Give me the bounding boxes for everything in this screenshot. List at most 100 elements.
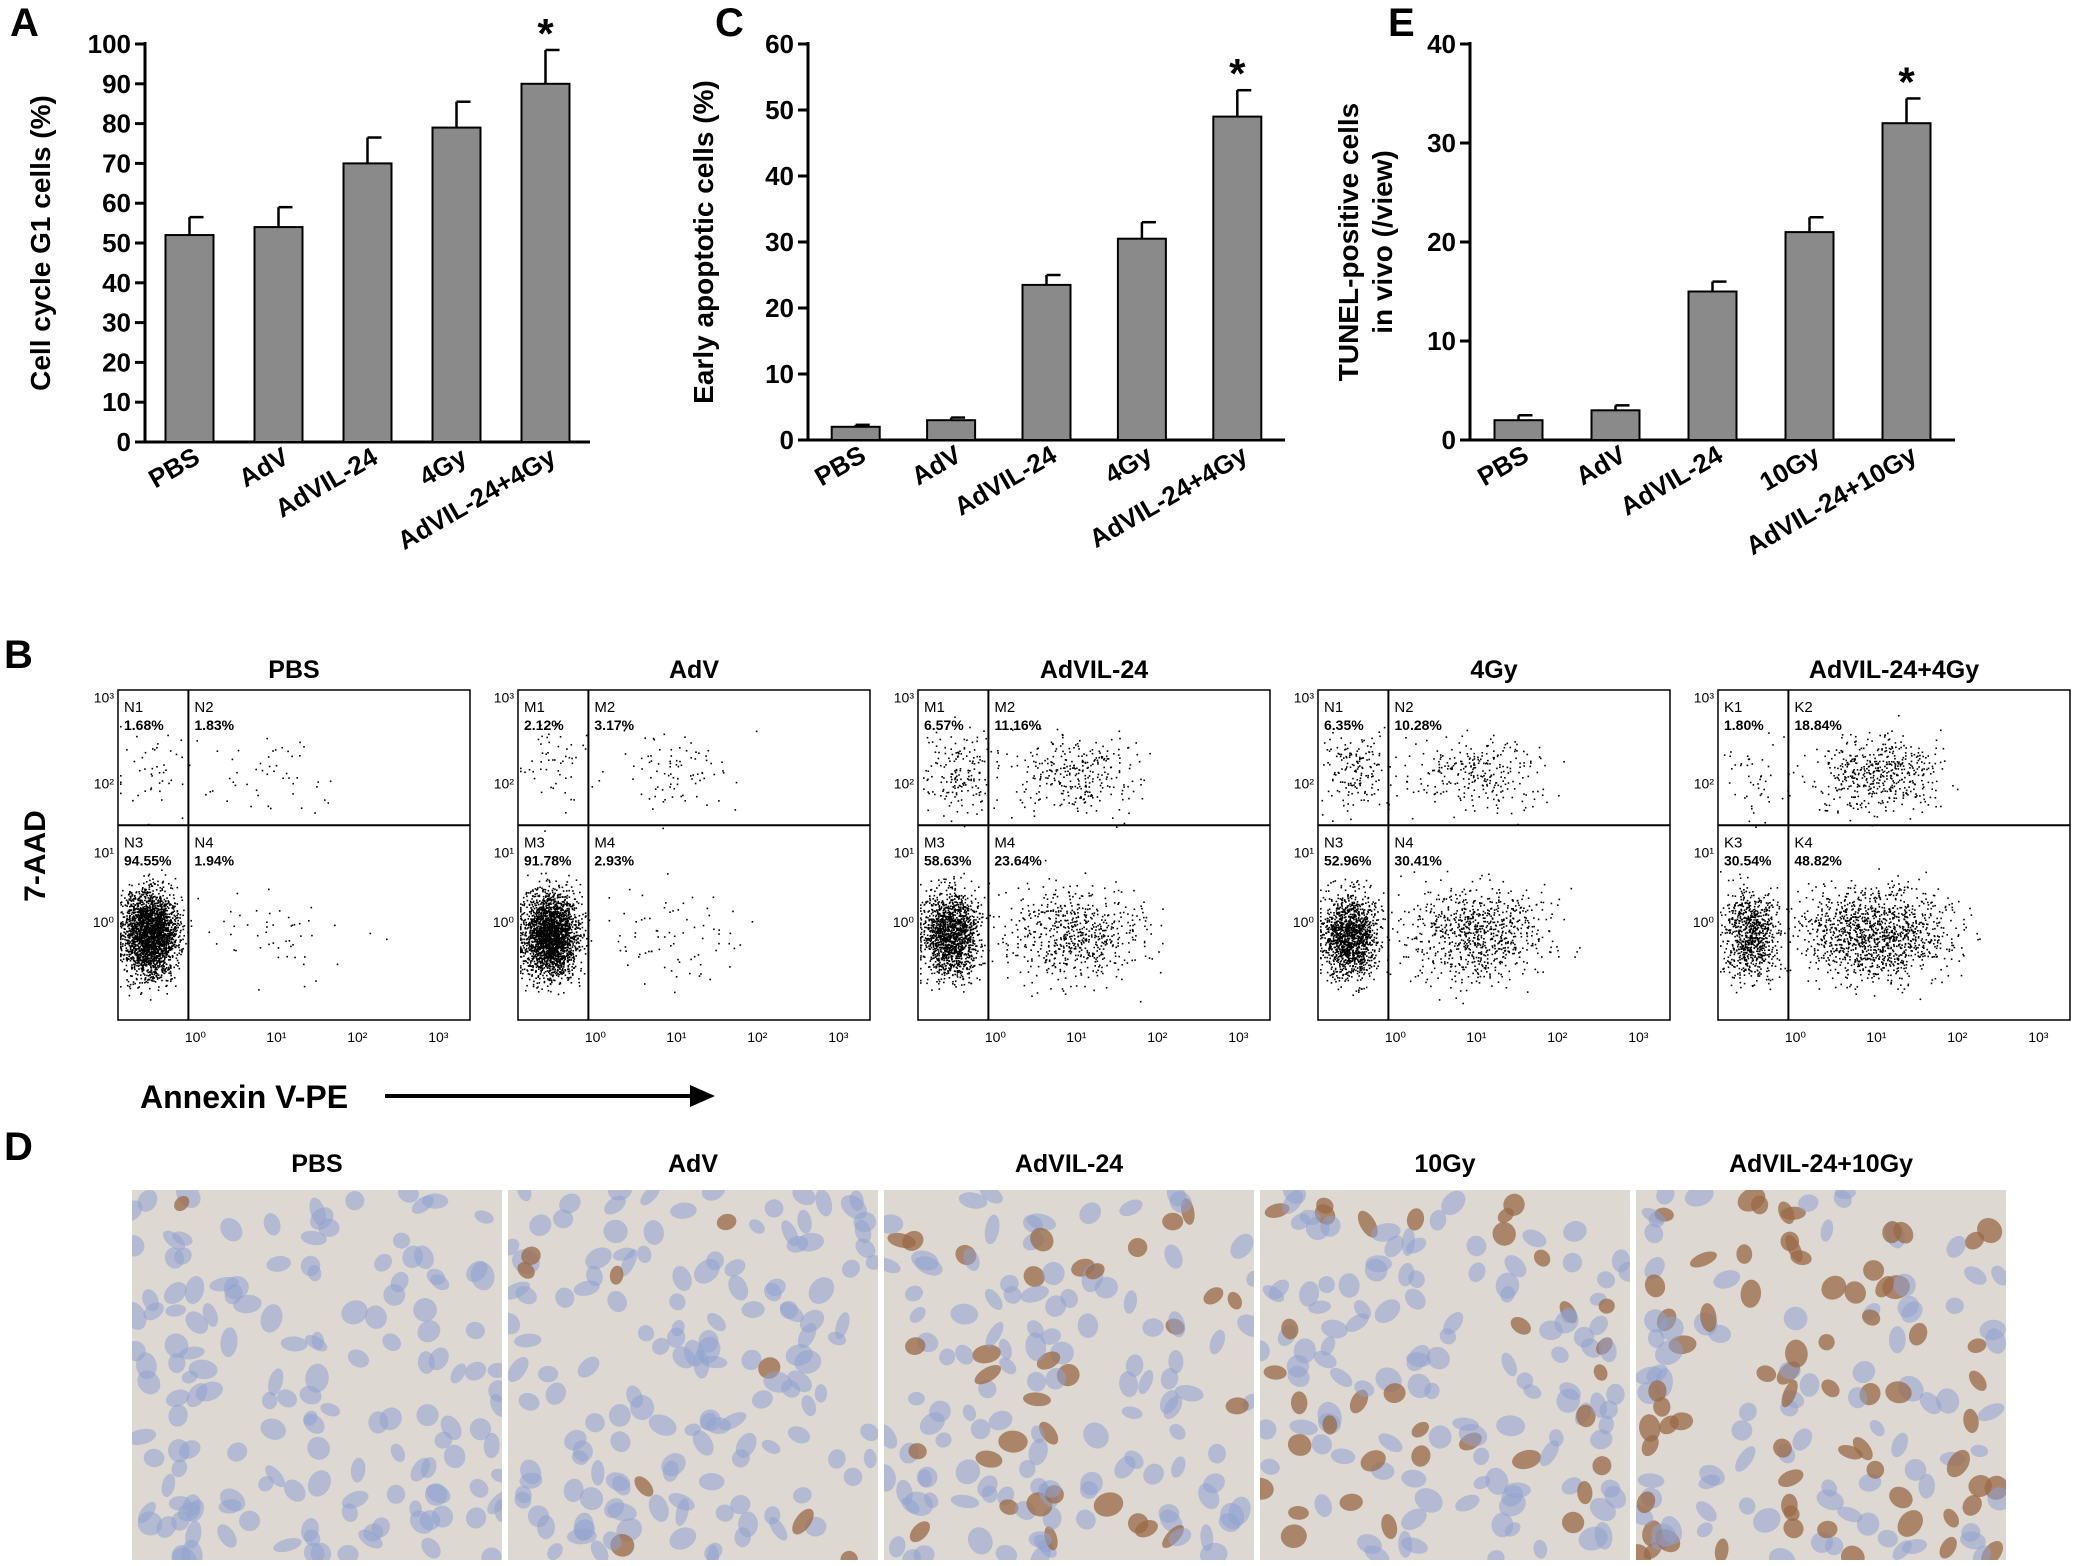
data-point: [181, 950, 183, 952]
data-point: [564, 920, 567, 923]
data-point: [386, 938, 388, 941]
data-point: [160, 917, 163, 919]
data-point: [282, 777, 284, 780]
data-point: [536, 922, 538, 925]
data-point: [141, 940, 143, 942]
data-point: [552, 759, 554, 761]
data-point: [580, 961, 583, 964]
data-point: [569, 916, 571, 918]
data-point: [543, 945, 545, 948]
data-point: [529, 936, 532, 938]
data-point: [671, 796, 674, 798]
data-point: [550, 940, 553, 943]
data-point: [545, 962, 548, 965]
data-point: [546, 929, 549, 932]
data-point: [140, 916, 143, 918]
data-point: [120, 904, 122, 906]
data-point: [537, 950, 540, 953]
data-point: [580, 967, 582, 970]
data-point: [130, 930, 133, 933]
data-point: [679, 760, 681, 763]
data-point: [533, 917, 536, 920]
y-tick-label: 50: [765, 95, 794, 125]
data-point: [161, 941, 164, 944]
data-point: [526, 970, 529, 972]
data-point: [568, 939, 571, 941]
data-point: [161, 914, 164, 916]
data-point: [135, 923, 138, 926]
data-point: [548, 938, 551, 941]
data-point: [167, 928, 170, 931]
data-point: [533, 934, 536, 937]
data-point: [153, 923, 155, 926]
data-point: [718, 800, 720, 802]
data-point: [566, 748, 568, 750]
data-point: [524, 960, 527, 962]
data-point: [564, 903, 566, 905]
data-point: [159, 936, 162, 938]
data-point: [146, 934, 148, 936]
data-point: [536, 953, 539, 956]
data-point: [567, 909, 569, 912]
data-point: [151, 911, 153, 914]
data-point: [151, 931, 154, 934]
data-point: [142, 918, 144, 921]
data-point: [543, 980, 546, 983]
data-point: [144, 906, 146, 908]
data-point: [131, 967, 134, 969]
data-point: [165, 903, 168, 906]
data-point: [547, 889, 550, 892]
data-point: [650, 760, 653, 762]
data-point: [579, 939, 582, 942]
data-point: [169, 936, 171, 939]
data-point: [161, 948, 163, 950]
data-point: [141, 938, 143, 940]
data-point: [549, 951, 552, 953]
data-point: [534, 954, 537, 956]
data-point: [532, 944, 534, 946]
data-point: [132, 922, 135, 924]
data-point: [161, 927, 163, 929]
data-point: [162, 939, 165, 942]
data-point: [684, 800, 686, 802]
data-point: [155, 940, 158, 943]
data-point: [564, 974, 567, 977]
data-point: [149, 999, 152, 1001]
data-point: [561, 946, 564, 948]
data-point: [143, 962, 146, 964]
data-point: [568, 959, 570, 961]
data-point: [154, 909, 156, 911]
data-point: [557, 958, 560, 961]
data-point: [705, 759, 708, 762]
data-point: [535, 906, 538, 909]
data-point: [550, 965, 552, 968]
data-point: [294, 956, 296, 959]
data-point: [163, 926, 166, 928]
data-point: [125, 922, 127, 924]
data-point: [525, 989, 527, 992]
data-point: [138, 897, 140, 900]
data-point: [545, 905, 547, 907]
data-point: [166, 922, 168, 925]
data-point: [139, 938, 142, 941]
data-point: [174, 941, 177, 943]
data-point: [575, 920, 577, 922]
data-point: [170, 938, 173, 941]
data-point: [177, 916, 179, 919]
data-point: [673, 788, 676, 790]
data-point: [531, 945, 533, 948]
data-point: [566, 881, 569, 883]
data-point: [161, 949, 163, 952]
data-point: [154, 952, 157, 955]
data-point: [144, 896, 147, 898]
data-point: [562, 920, 564, 922]
data-point: [149, 898, 152, 900]
data-point: [143, 933, 146, 936]
data-point: [170, 946, 173, 948]
data-point: [569, 905, 572, 907]
data-point: [549, 922, 551, 925]
data-point: [141, 903, 144, 906]
data-point: [145, 942, 147, 944]
data-point: [133, 930, 136, 932]
data-point: [175, 927, 178, 929]
